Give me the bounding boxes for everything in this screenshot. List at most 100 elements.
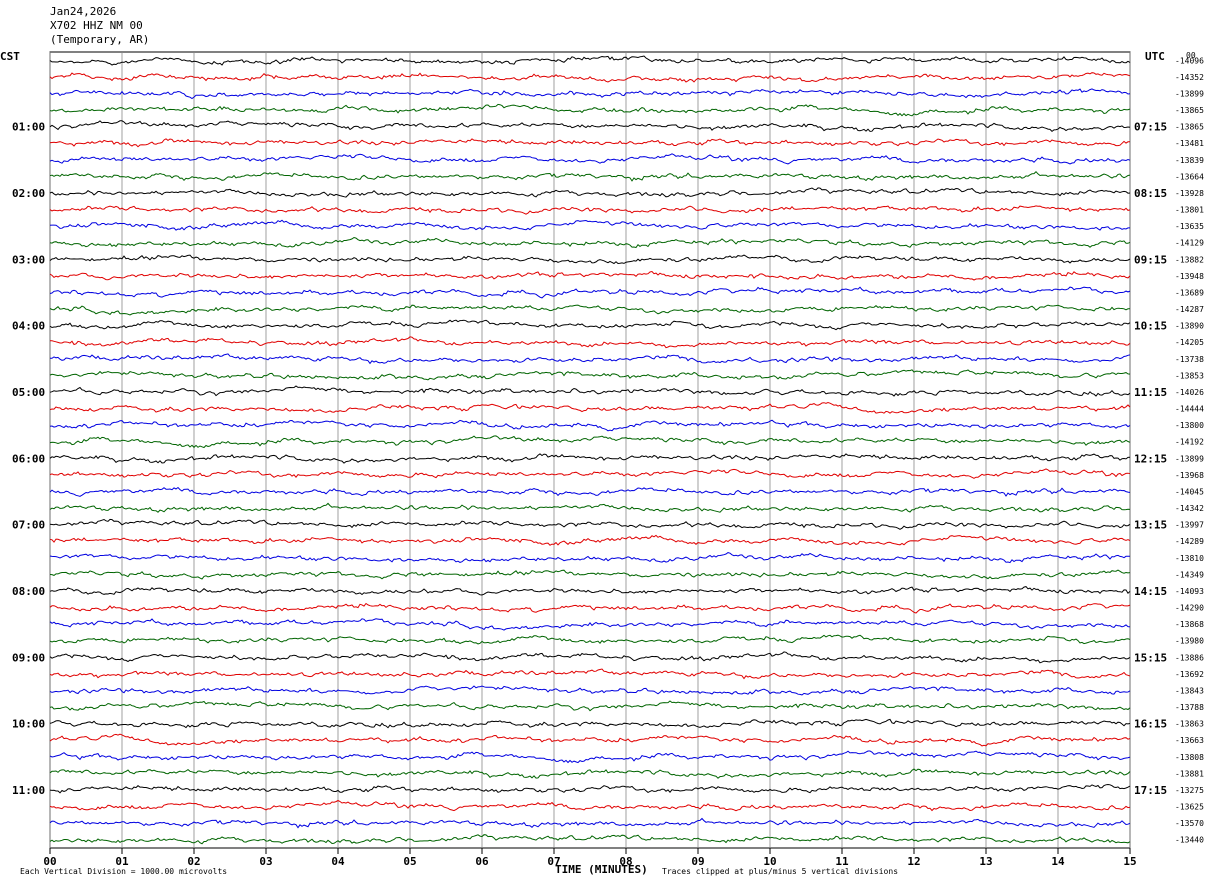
clipping-note: Traces clipped at plus/minus 5 vertical …: [662, 867, 898, 876]
left-hour-label: 05:00: [12, 386, 45, 399]
right-timezone: UTC: [1145, 50, 1165, 63]
trace-value: -13481: [1175, 139, 1204, 148]
trace-line: [49, 518, 1131, 530]
trace-line: [49, 72, 1131, 83]
left-hour-label: 01:00: [12, 121, 45, 134]
right-hour-label: 15:15: [1134, 651, 1167, 664]
trace-value: -13980: [1175, 637, 1204, 646]
trace-line: [49, 401, 1131, 414]
right-hour-label: 14:15: [1134, 585, 1167, 598]
trace-line: [49, 486, 1131, 497]
trace-line: [49, 468, 1131, 479]
trace-line: [49, 286, 1131, 299]
trace-line: [49, 552, 1130, 564]
left-hour-label: 08:00: [12, 585, 45, 598]
trace-line: [49, 834, 1131, 845]
trace-line: [50, 353, 1131, 365]
trace-line: [49, 817, 1131, 829]
trace-value: -13689: [1175, 289, 1204, 298]
right-hour-label: 08:15: [1134, 187, 1167, 200]
trace-line: [49, 336, 1131, 349]
trace-value: -14342: [1175, 504, 1204, 513]
right-hour-label: 16:15: [1134, 718, 1167, 731]
trace-value: -13440: [1175, 836, 1204, 845]
x-tick-label: 04: [331, 855, 345, 868]
trace-value: -13839: [1175, 156, 1204, 165]
x-tick-label: 03: [259, 855, 272, 868]
seismic-traces: [49, 55, 1131, 845]
x-tick-label: 10: [763, 855, 776, 868]
trace-line: [49, 668, 1131, 680]
trace-line: [49, 205, 1131, 215]
trace-value: -13663: [1175, 736, 1204, 745]
trace-value: -13801: [1175, 206, 1204, 215]
corner-label: 00: [1186, 51, 1196, 60]
trace-line: [49, 187, 1131, 198]
trace-line: [49, 435, 1131, 449]
plot-labels: CST UTC 00 TIME (MINUTES) Each Vertical …: [0, 50, 1204, 876]
left-hour-label: 04:00: [12, 320, 45, 333]
trace-value: -13800: [1175, 421, 1204, 430]
trace-line: [49, 153, 1131, 165]
trace-value: -14129: [1175, 239, 1204, 248]
trace-line: [49, 651, 1131, 664]
trace-value: -13865: [1175, 123, 1204, 132]
trace-value: -13625: [1175, 803, 1204, 812]
trace-value: -13882: [1175, 255, 1204, 264]
trace-line: [49, 733, 1131, 747]
trace-line: [49, 783, 1131, 794]
left-hour-label: 10:00: [12, 718, 45, 731]
trace-value: -14444: [1175, 405, 1204, 414]
trace-line: [49, 718, 1131, 729]
trace-value: -13890: [1175, 322, 1204, 331]
x-tick-label: 05: [403, 855, 416, 868]
right-hour-label: 11:15: [1134, 386, 1167, 399]
trace-value: -13570: [1175, 819, 1204, 828]
trace-line: [49, 385, 1131, 397]
trace-value: -14096: [1175, 56, 1204, 65]
trace-line: [49, 254, 1131, 265]
left-hour-label: 11:00: [12, 784, 45, 797]
x-tick-label: 06: [475, 855, 489, 868]
x-tick-label: 00: [43, 855, 56, 868]
vertical-division-note: Each Vertical Division = 1000.00 microvo…: [20, 867, 227, 876]
trace-line: [49, 502, 1131, 513]
right-hour-label: 10:15: [1134, 320, 1167, 333]
trace-value: -13275: [1175, 786, 1204, 795]
trace-line: [49, 700, 1131, 712]
trace-value: -13635: [1175, 222, 1204, 231]
trace-line: [49, 618, 1131, 631]
grid-lines: [49, 51, 1131, 854]
x-axis-label: TIME (MINUTES): [555, 863, 648, 876]
trace-value: -13948: [1175, 272, 1204, 281]
trace-line: [49, 219, 1130, 231]
station-code: X702 HHZ NM 00: [50, 19, 143, 32]
trace-value: -14287: [1175, 305, 1204, 314]
trace-value: -13899: [1175, 90, 1204, 99]
trace-line: [49, 88, 1131, 100]
x-tick-label: 08: [619, 855, 632, 868]
x-tick-label: 14: [1051, 855, 1065, 868]
trace-line: [49, 799, 1131, 812]
chart-date: Jan24,2026: [50, 5, 117, 18]
trace-value: -14093: [1175, 587, 1204, 596]
trace-value: -13692: [1175, 670, 1204, 679]
trace-line: [49, 120, 1131, 133]
trace-value: -13881: [1175, 769, 1204, 778]
trace-line: [49, 55, 1131, 66]
trace-value: -13865: [1175, 106, 1204, 115]
right-hour-label: 12:15: [1134, 452, 1167, 465]
right-hour-label: 17:15: [1134, 784, 1167, 797]
trace-value: -13808: [1175, 753, 1204, 762]
trace-value: -13899: [1175, 454, 1204, 463]
trace-line: [49, 453, 1131, 464]
trace-value: -14349: [1175, 570, 1204, 579]
left-hour-label: 02:00: [12, 187, 45, 200]
trace-line: [49, 103, 1131, 117]
trace-value: -14192: [1175, 438, 1204, 447]
x-tick-label: 02: [187, 855, 200, 868]
trace-value: -14290: [1175, 604, 1204, 613]
left-hour-label: 07:00: [12, 519, 45, 532]
trace-value: -13968: [1175, 471, 1204, 480]
